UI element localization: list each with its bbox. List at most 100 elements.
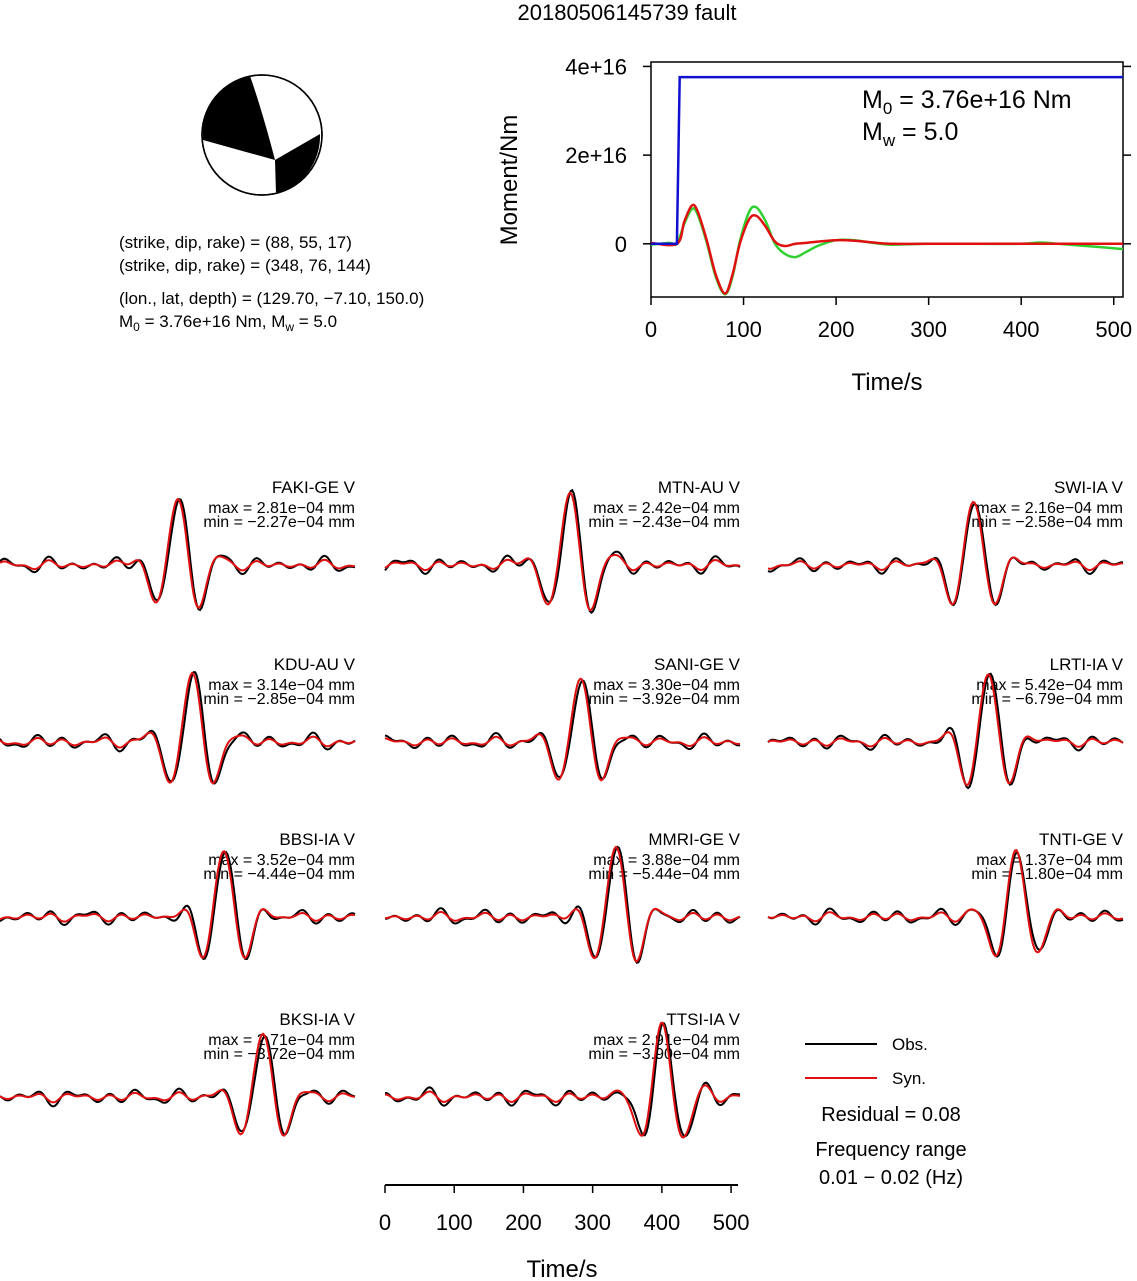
moment-series-obs xyxy=(650,205,1124,296)
station-min: min = −1.80e−04 mm xyxy=(971,866,1123,883)
waveform-xtick-label: 100 xyxy=(436,1210,473,1235)
moment-xtick-label: 400 xyxy=(1003,317,1040,342)
synthetic-trace xyxy=(384,1021,740,1139)
synthetic-trace xyxy=(767,673,1124,787)
station-name: TTSI-IA V xyxy=(666,1010,740,1029)
station-min: min = −6.79e−04 mm xyxy=(971,691,1123,708)
station-min: min = −2.58e−04 mm xyxy=(971,514,1123,531)
beachball xyxy=(201,74,323,196)
waveform-xlabel: Time/s xyxy=(526,1256,597,1281)
moment-mw-annotation: Mw = 5.0 xyxy=(862,118,958,150)
frequency-value: 0.01 − 0.02 (Hz) xyxy=(819,1167,963,1189)
moment-xtick-label: 300 xyxy=(910,317,947,342)
station-name: FAKI-GE V xyxy=(272,478,356,497)
station-max: max = 2.71e−04 mm xyxy=(208,1032,355,1049)
station-name: BBSI-IA V xyxy=(279,830,355,849)
station-min: min = −5.44e−04 mm xyxy=(588,866,740,883)
moment-xtick-label: 200 xyxy=(818,317,855,342)
waveform-time-axis: 0 100 200 300 400 500 Time/s xyxy=(379,1184,750,1281)
station-max: max = 3.30e−04 mm xyxy=(593,677,740,694)
observed-trace xyxy=(0,850,356,961)
moment-m0-annotation: M0 = 3.76e+16 Nm xyxy=(862,86,1072,118)
synthetic-trace xyxy=(0,497,356,610)
waveform-axis-ticks: 0 100 200 300 400 500 xyxy=(379,1185,750,1235)
moment-plot-frame xyxy=(650,61,1124,298)
station-min: min = −2.27e−04 mm xyxy=(203,514,355,531)
legend-obs-label: Obs. xyxy=(892,1035,928,1054)
waveform-xtick-label: 200 xyxy=(505,1210,542,1235)
beachball-quadrant-upper-left xyxy=(202,76,275,160)
station-name: TNTI-GE V xyxy=(1039,830,1124,849)
station-max: max = 3.14e−04 mm xyxy=(208,677,355,694)
station-max: max = 5.42e−04 mm xyxy=(976,677,1123,694)
station-min: min = −2.43e−04 mm xyxy=(588,514,740,531)
moment-chart: 0 100 200 300 400 500 0 2e+16 4e+16 Moment/Nm Ti… xyxy=(496,54,1132,396)
station-name: MMRI-GE V xyxy=(648,830,740,849)
synthetic-trace xyxy=(384,845,741,963)
nodal-plane-1: (strike, dip, rake) = (88, 55, 17) xyxy=(119,233,352,252)
synthetic-trace xyxy=(0,1032,356,1137)
residual: Residual = 0.08 xyxy=(821,1104,961,1126)
moment-xlabel: Time/s xyxy=(851,369,922,396)
moment-ytick-label: 2e+16 xyxy=(565,143,627,168)
moment-ylabel: Moment/Nm xyxy=(496,115,523,246)
station-max: max = 2.42e−04 mm xyxy=(593,500,740,517)
moment-ytick-label: 4e+16 xyxy=(565,54,627,79)
moment-ytick-label: 0 xyxy=(615,232,627,257)
legend: Obs. Syn. Residual = 0.08 Frequency rang… xyxy=(805,1035,967,1189)
moment-series-syn xyxy=(650,203,1123,295)
location: (lon., lat, depth) = (129.70, −7.10, 150… xyxy=(119,289,424,308)
station-max: max = 3.88e−04 mm xyxy=(593,852,740,869)
moment-summary: M0 = 3.76e+16 Nm, Mw = 5.0 xyxy=(119,312,337,334)
moment-axis-ticks: 0 100 200 300 400 500 0 2e+16 4e+16 xyxy=(565,54,1132,342)
beachball-quadrant-lower-right xyxy=(275,134,321,194)
legend-syn-label: Syn. xyxy=(892,1069,926,1088)
station-name: KDU-AU V xyxy=(274,655,356,674)
station-name: LRTI-IA V xyxy=(1050,655,1124,674)
moment-series-moment xyxy=(651,75,1123,246)
station-min: min = −3.92e−04 mm xyxy=(588,691,740,708)
station-name: MTN-AU V xyxy=(658,478,741,497)
moment-xtick-label: 0 xyxy=(645,317,657,342)
observed-trace xyxy=(384,845,741,964)
waveform-xtick-label: 300 xyxy=(574,1210,611,1235)
nodal-plane-2: (strike, dip, rake) = (348, 76, 144) xyxy=(119,256,371,275)
synthetic-trace xyxy=(384,677,741,782)
station-min: min = −3.90e−04 mm xyxy=(588,1046,740,1063)
observed-trace xyxy=(0,671,356,785)
station-max: max = 2.16e−04 mm xyxy=(976,500,1123,517)
waveform-xtick-label: 0 xyxy=(379,1210,391,1235)
synthetic-trace xyxy=(0,850,356,960)
station-min: min = −3.72e−04 mm xyxy=(203,1046,355,1063)
synthetic-trace xyxy=(767,500,1123,606)
synthetic-trace xyxy=(384,491,741,612)
station-max: max = 3.52e−04 mm xyxy=(208,852,355,869)
synthetic-trace xyxy=(0,671,356,785)
mechanism-info: (strike, dip, rake) = (88, 55, 17) (stri… xyxy=(119,233,424,334)
station-name: SANI-GE V xyxy=(654,655,741,674)
moment-series xyxy=(650,75,1124,296)
moment-xtick-label: 500 xyxy=(1095,317,1132,342)
station-max: max = 2.81e−04 mm xyxy=(208,500,355,517)
station-name: BKSI-IA V xyxy=(279,1010,355,1029)
observed-trace xyxy=(0,1034,356,1136)
frequency-label: Frequency range xyxy=(815,1139,966,1161)
waveform-xtick-label: 500 xyxy=(713,1210,750,1235)
moment-xtick-label: 100 xyxy=(725,317,762,342)
station-min: min = −4.44e−04 mm xyxy=(203,866,355,883)
synthetic-trace xyxy=(767,848,1124,958)
station-name: SWI-IA V xyxy=(1054,478,1124,497)
